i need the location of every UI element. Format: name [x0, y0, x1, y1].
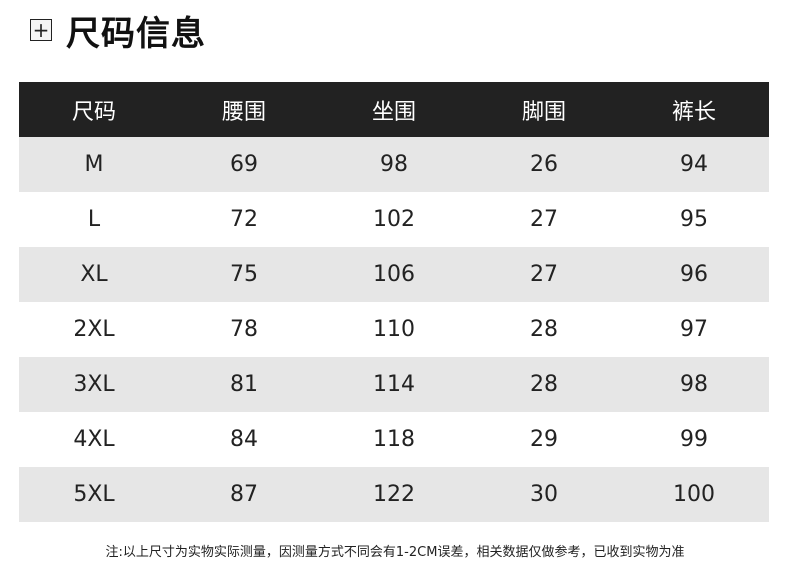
- table-cell: 5XL: [73, 482, 115, 507]
- header-cell: 腰围: [221, 99, 266, 125]
- table-cell: 106: [373, 262, 415, 287]
- table-cell: 94: [680, 152, 708, 177]
- table-cell: 110: [373, 317, 415, 342]
- size-table: 尺码 腰围 坐围 脚围 裤长 M 69 98 26 94 L 72 102 27 95 XL 75 10…: [19, 82, 769, 522]
- table-row: L 72 102 27 95: [19, 192, 769, 247]
- header-cell: 脚围: [521, 99, 566, 125]
- table-cell: 28: [530, 317, 558, 342]
- table-cell: 100: [673, 482, 715, 507]
- table-row: XL 75 106 27 96: [19, 247, 769, 302]
- table-cell: 99: [680, 427, 708, 452]
- table-cell: L: [87, 207, 101, 232]
- table-cell: 30: [530, 482, 558, 507]
- title-area: + 尺码信息: [30, 8, 206, 54]
- table-cell: 2XL: [73, 317, 115, 342]
- table-row: 3XL 81 114 28 98: [19, 357, 769, 412]
- table-cell: 78: [230, 317, 258, 342]
- table-cell: 26: [530, 152, 558, 177]
- table-cell: 98: [380, 152, 408, 177]
- page-title: 尺码信息: [66, 13, 206, 54]
- table-cell: 95: [680, 207, 708, 232]
- table-cell: 28: [530, 372, 558, 397]
- table-cell: 84: [230, 427, 258, 452]
- table-cell: 27: [530, 262, 558, 287]
- header-cell: 尺码: [71, 99, 116, 125]
- table-cell: 72: [230, 207, 258, 232]
- table-cell: 27: [530, 207, 558, 232]
- table-cell: 69: [230, 152, 258, 177]
- table-row: 2XL 78 110 28 97: [19, 302, 769, 357]
- table-cell: 3XL: [73, 372, 115, 397]
- plus-box-icon: +: [30, 19, 52, 41]
- table-cell: 102: [373, 207, 415, 232]
- table-row: 5XL 87 122 30 100: [19, 467, 769, 522]
- table-cell: 122: [373, 482, 415, 507]
- table-cell: 97: [680, 317, 708, 342]
- header-cell: 坐围: [371, 99, 416, 125]
- table-cell: 96: [680, 262, 708, 287]
- table-cell: M: [84, 152, 104, 177]
- table-row: 4XL 84 118 29 99: [19, 412, 769, 467]
- table-cell: 114: [373, 372, 415, 397]
- table-cell: 118: [373, 427, 415, 452]
- table-row: M 69 98 26 94: [19, 137, 769, 192]
- table-cell: 98: [680, 372, 708, 397]
- table-cell: XL: [80, 262, 108, 287]
- table-cell: 75: [230, 262, 258, 287]
- table-cell: 87: [230, 482, 258, 507]
- footnote: 注:以上尺寸为实物实际测量，因测量方式不同会有1-2CM误差，相关数据仅做参考，…: [105, 545, 685, 560]
- header-cell: 裤长: [671, 99, 716, 125]
- table-header-row: 尺码 腰围 坐围 脚围 裤长: [19, 82, 769, 137]
- table-cell: 81: [230, 372, 258, 397]
- table-cell: 4XL: [73, 427, 115, 452]
- table-cell: 29: [530, 427, 558, 452]
